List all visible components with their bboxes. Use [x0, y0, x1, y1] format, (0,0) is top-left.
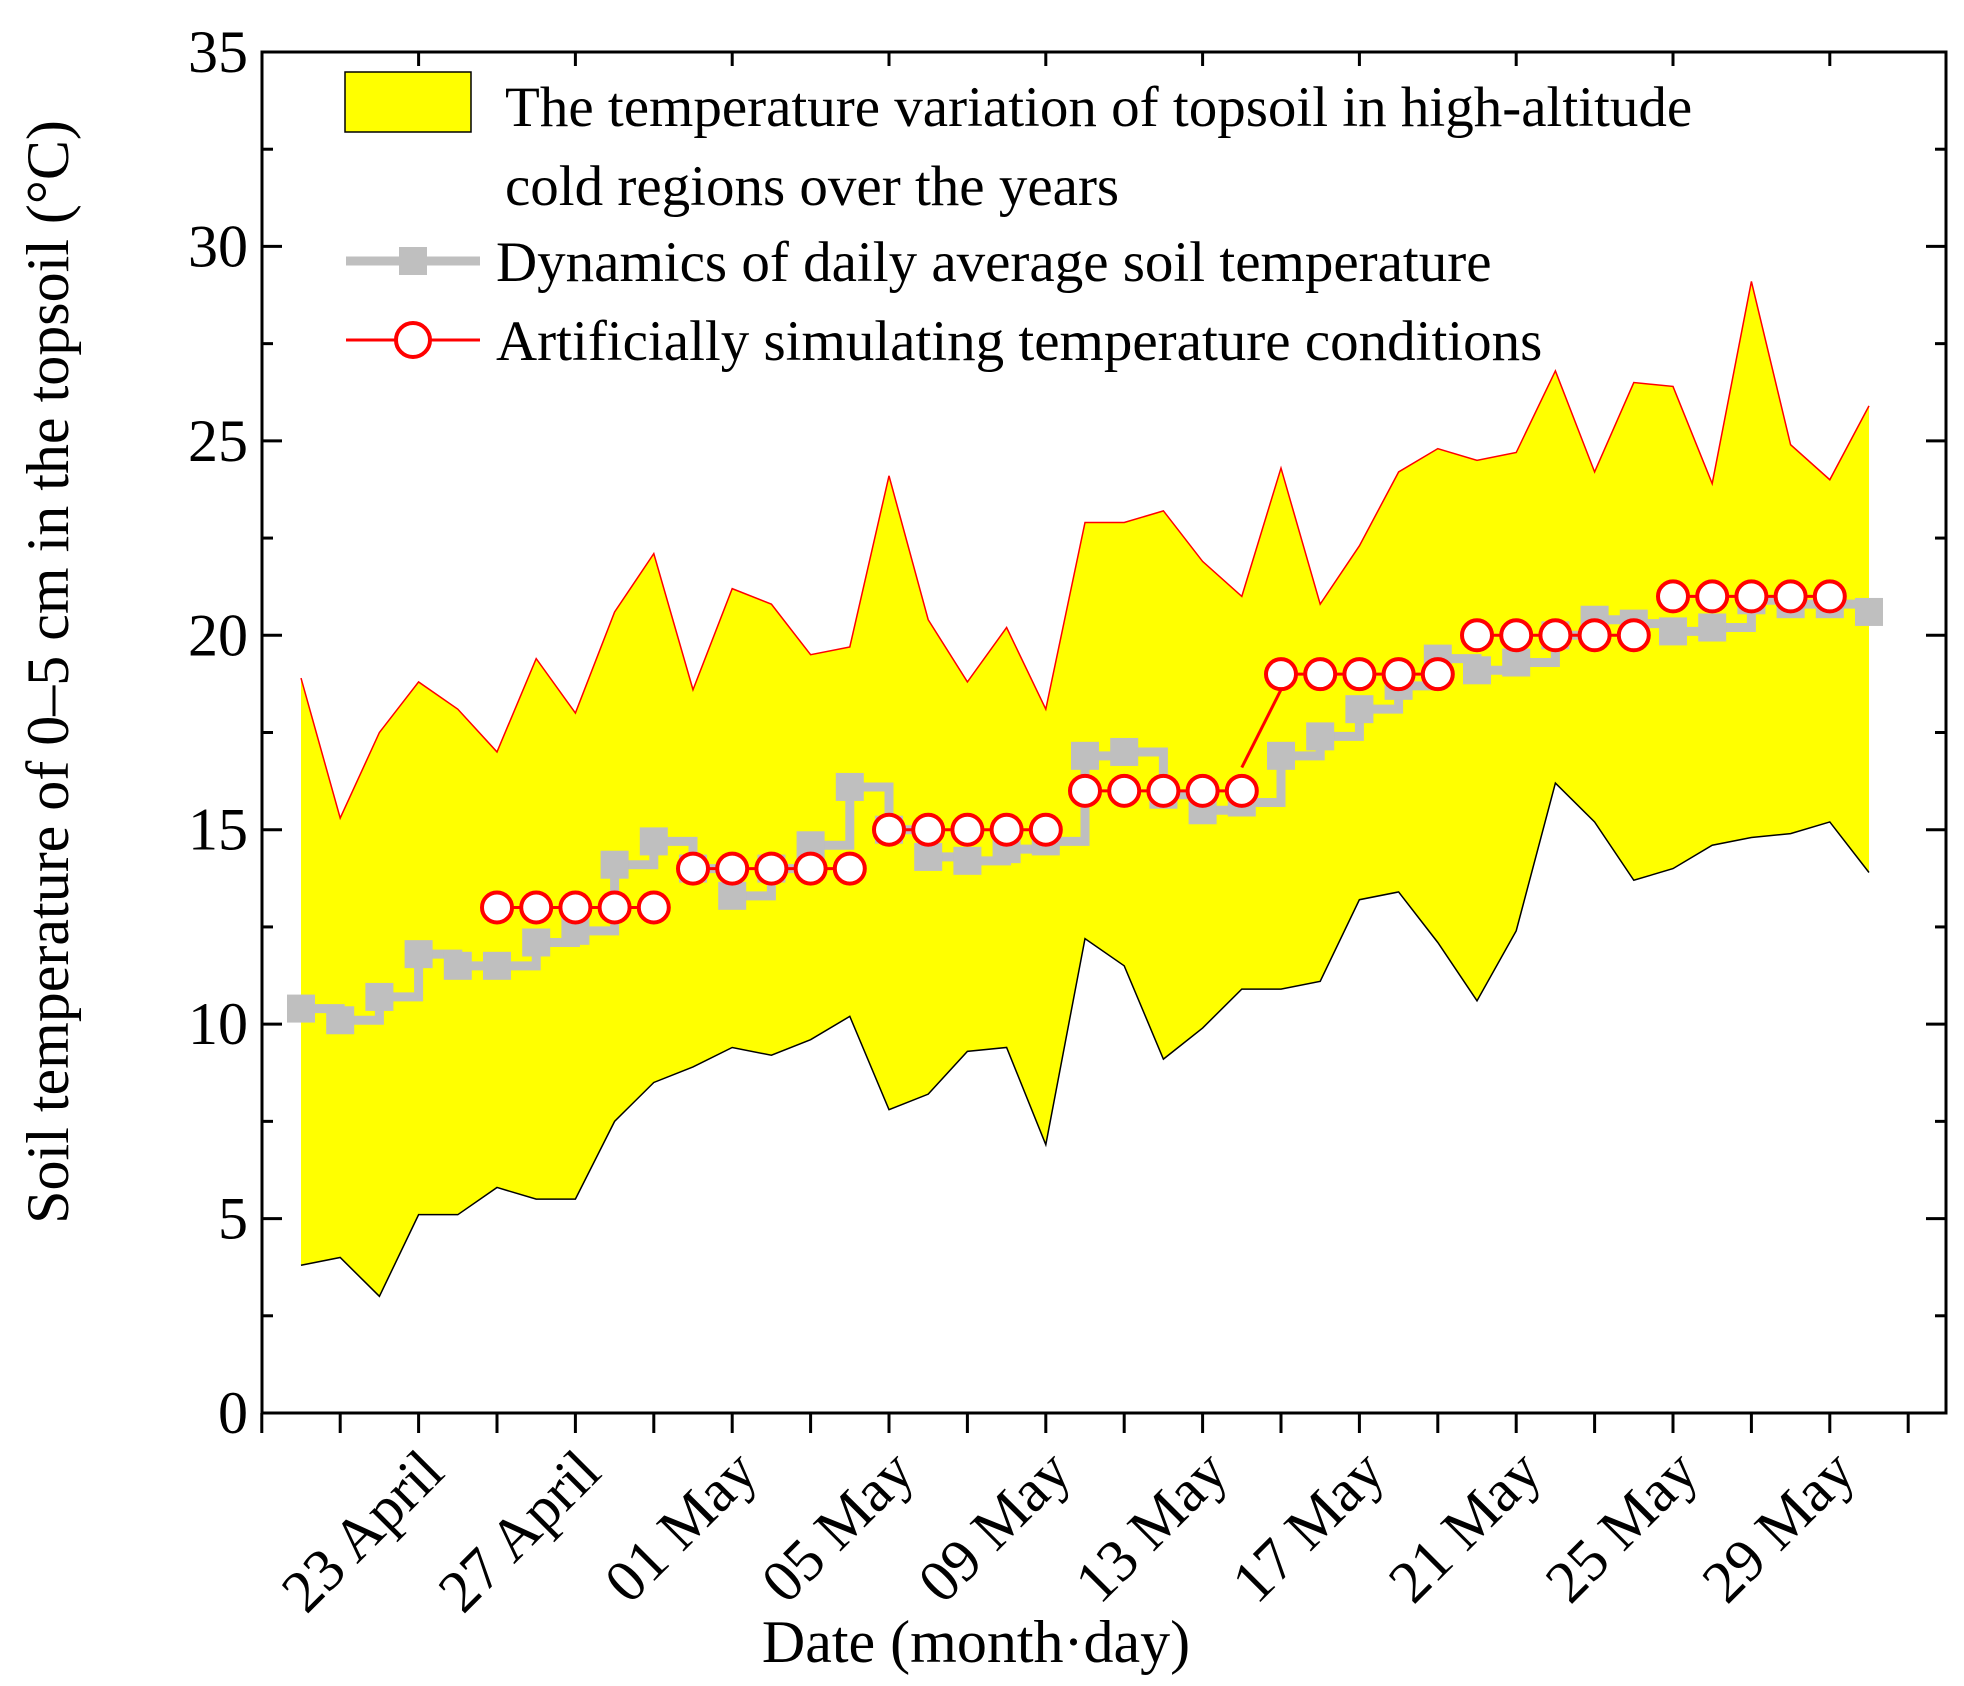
legend-simulated-label: Artificially simulating temperature cond… [496, 310, 1542, 373]
x-tick-label: 27 April [426, 1438, 613, 1625]
series-simulated-point [1695, 579, 1730, 614]
series-simulated-point [1577, 618, 1612, 653]
series-simulated-point [558, 890, 593, 925]
series-simulated-point [1616, 618, 1651, 653]
series-simulated-point [1812, 579, 1847, 614]
series-daily-average-point [718, 881, 747, 910]
x-tick-label: 21 May [1376, 1438, 1553, 1615]
y-tick-label: 15 [188, 797, 248, 863]
series-simulated-point [1264, 657, 1298, 692]
series-simulated-point [1185, 773, 1220, 808]
series-simulated-point [636, 890, 671, 925]
series-daily-average-point [1502, 648, 1531, 677]
series-daily-average-point [835, 772, 864, 801]
x-tick-label: 25 May [1533, 1438, 1710, 1615]
series-simulated-point [989, 812, 1024, 847]
series-simulated-point [1420, 657, 1455, 692]
x-tick-label: 05 May [749, 1438, 926, 1615]
series-daily-average-point [443, 951, 472, 980]
y-tick-label: 35 [188, 19, 248, 85]
legend-simulated-marker [394, 321, 432, 359]
series-simulated-point [754, 851, 789, 886]
x-tick-label: 13 May [1062, 1438, 1239, 1615]
series-simulated-point [1224, 773, 1259, 808]
series-daily-average-point [326, 1006, 355, 1035]
series-simulated-connector [1240, 689, 1283, 769]
x-tick-label: 09 May [906, 1438, 1083, 1615]
series-simulated-point [950, 812, 985, 847]
series-daily-average-point [1306, 722, 1335, 751]
series-simulated-point [1538, 618, 1573, 653]
x-tick-label: 17 May [1219, 1438, 1396, 1615]
legend-band-swatch [344, 71, 472, 133]
series-simulated-point [1499, 618, 1534, 653]
series-simulated-point [715, 851, 750, 886]
series-simulated-point [1773, 579, 1808, 614]
series-simulated-point [1460, 618, 1494, 653]
series-simulated-point [676, 851, 710, 886]
y-tick-label: 10 [188, 991, 248, 1057]
x-tick-label: 01 May [592, 1438, 769, 1615]
series-daily-average-point [600, 850, 629, 879]
series-daily-average-point [639, 827, 668, 856]
legend-daily-average-marker [399, 247, 427, 275]
series-daily-average-point [404, 940, 433, 969]
plot-area [287, 281, 1883, 1298]
series-simulated-point [1381, 657, 1416, 692]
series-simulated-point [1068, 773, 1102, 808]
series-daily-average-point [1267, 741, 1295, 770]
legend-band-label-line-2: cold regions over the years [505, 155, 1119, 218]
y-tick-label: 20 [188, 602, 248, 668]
series-simulated-point [519, 890, 554, 925]
x-tick-label: 29 May [1690, 1438, 1867, 1615]
series-daily-average-point [1110, 737, 1139, 766]
series-daily-average-point [287, 994, 315, 1023]
legend-daily-average-label: Dynamics of daily average soil temperatu… [496, 231, 1492, 294]
series-simulated-point [1342, 657, 1377, 692]
y-tick-label: 30 [188, 213, 248, 279]
y-axis-title: Soil temperature of 0–5 cm in the topsoi… [15, 120, 81, 1224]
x-axis-title: Date (month·day) [762, 1609, 1190, 1675]
series-simulated-point [1107, 773, 1142, 808]
series-daily-average-point [365, 982, 394, 1011]
series-simulated-point [597, 890, 632, 925]
legend-band-label-line-1: The temperature variation of topsoil in … [505, 76, 1692, 139]
series-daily-average-point [914, 842, 943, 871]
series-daily-average-point [1463, 656, 1491, 685]
series-simulated-point [911, 812, 946, 847]
series-daily-average-point [1345, 695, 1374, 724]
y-tick-label: 0 [218, 1380, 248, 1446]
x-tick-label: 23 April [269, 1438, 456, 1625]
series-simulated-point [1656, 579, 1690, 614]
series-daily-average-point [1071, 741, 1099, 770]
series-daily-average-point [483, 951, 511, 980]
y-tick-label: 5 [218, 1186, 248, 1252]
y-tick-label: 25 [188, 408, 248, 474]
series-daily-average-point [1855, 597, 1883, 626]
legend: The temperature variation of topsoil in … [344, 71, 1692, 373]
band-lower-edge [300, 781, 1870, 1298]
series-simulated-point [1734, 579, 1769, 614]
series-daily-average-point [522, 928, 551, 957]
series-simulated-point [480, 890, 514, 925]
band-upper-edge [300, 281, 1870, 821]
series-daily-average-point [953, 846, 982, 875]
series-simulated-point [872, 812, 906, 847]
series-simulated-point [832, 851, 867, 886]
series-simulated-point [1028, 812, 1063, 847]
series-simulated-point [793, 851, 828, 886]
series-simulated-point [1146, 773, 1181, 808]
series-simulated-point [1303, 657, 1338, 692]
series-daily-average-point [1698, 613, 1727, 642]
series-daily-average-point [1659, 617, 1687, 646]
